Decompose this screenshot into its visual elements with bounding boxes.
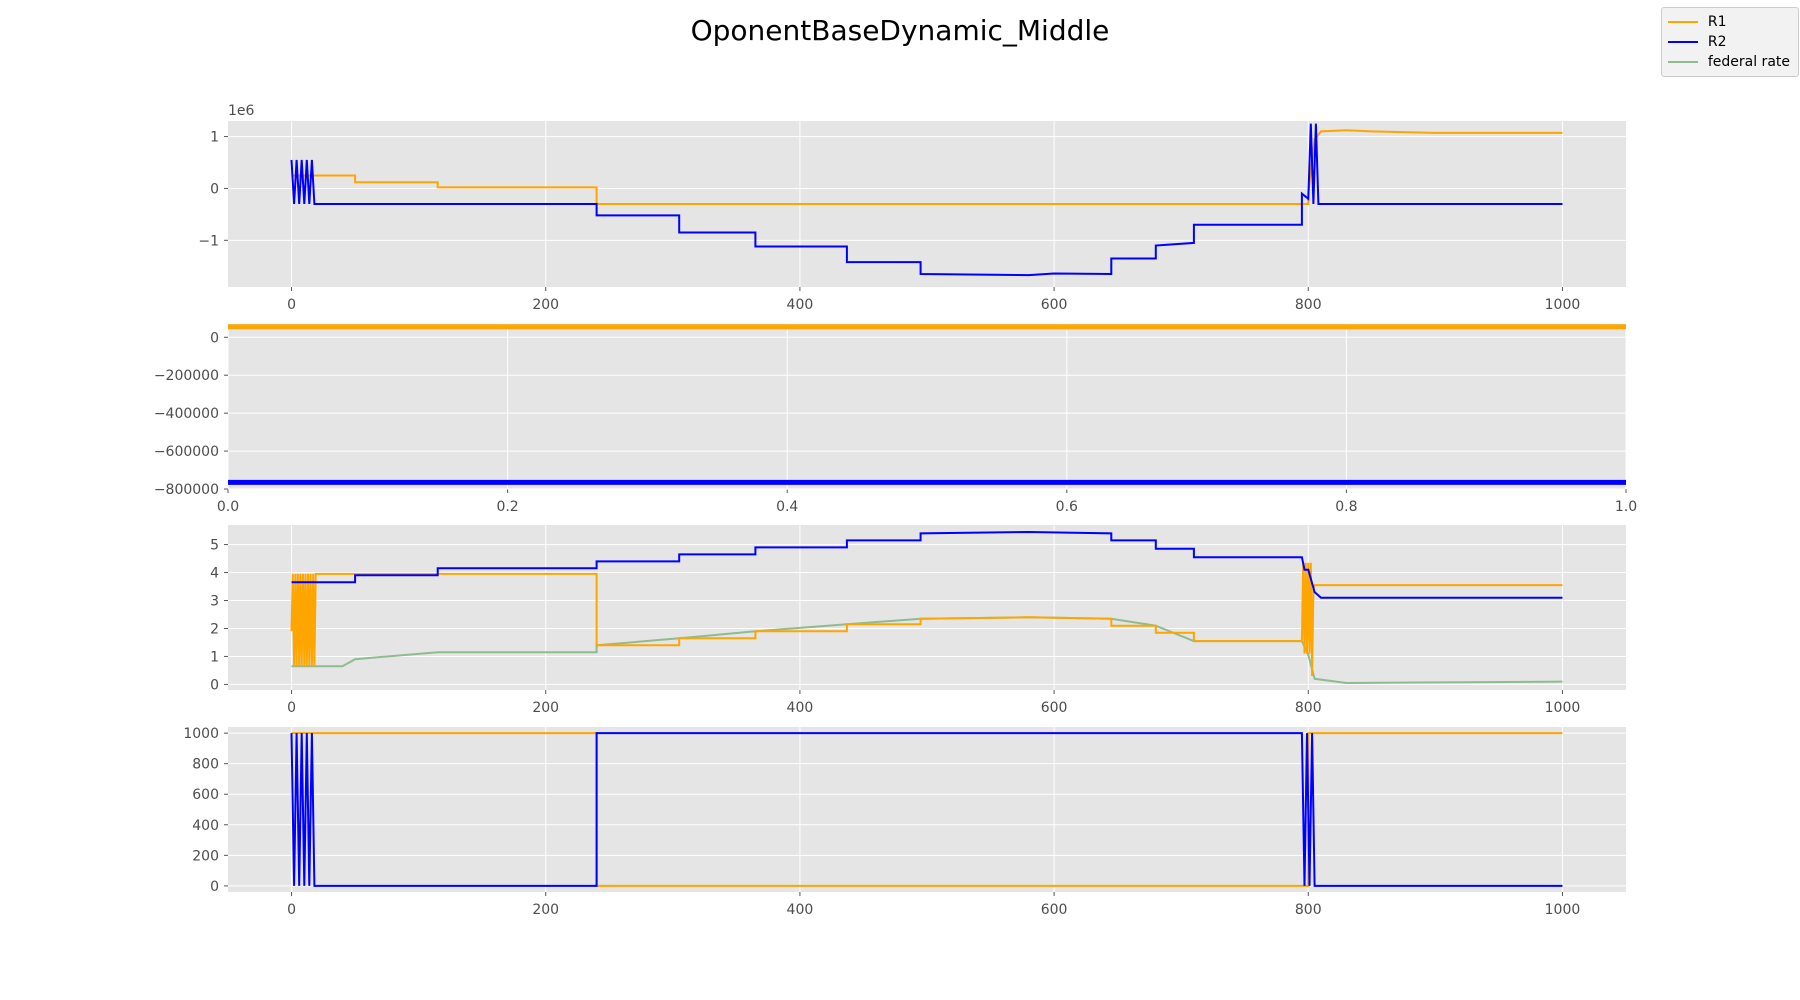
x-tick-label: 400 [787,902,814,918]
x-tick-label: 600 [1041,297,1068,313]
y-tick-label: 0 [210,677,219,693]
y-tick-label: −200000 [154,368,219,384]
y-tick-label: 0 [210,879,219,895]
y-tick-label: 5 [210,538,219,554]
legend-label-r2: R2 [1707,34,1727,50]
panel-2-background [228,324,1626,489]
series-line-r2 [291,530,1563,599]
y-tick-label: −800000 [154,482,219,498]
legend-swatch-r2 [1667,41,1698,43]
series-line-r1 [291,129,1563,205]
x-tick-label: 600 [1041,700,1068,716]
x-tick-label: 1000 [1545,902,1581,918]
panel-3-background [228,525,1626,690]
x-tick-label: 400 [787,297,814,313]
y-tick-label: 0 [210,330,219,346]
legend: R1 R2 federal rate [1660,7,1799,77]
y-tick-label: 3 [210,594,219,610]
x-tick-label: 0.4 [776,499,798,515]
y-tick-label: 1000 [183,726,219,742]
y-tick-label: 0 [210,181,219,197]
panel-4-background [228,727,1626,892]
x-tick-label: 600 [1041,902,1068,918]
legend-swatch-r1 [1667,21,1698,23]
x-tick-label: 800 [1295,700,1322,716]
x-tick-label: 0.6 [1056,499,1078,515]
panel-4: 0 200 400 600 800 1000 0 200 400 600 800 1000 [183,726,1626,918]
legend-label-r1: R1 [1707,14,1727,30]
y-tick-label: 1 [210,649,219,665]
series-line-r1 [291,732,1563,887]
y-tick-label: −1 [198,233,219,249]
y-tick-label: 400 [192,818,219,834]
x-tick-label: 400 [787,700,814,716]
y-tick-label: 200 [192,848,219,864]
series-line-r2 [290,732,1563,887]
legend-item-federal-rate: federal rate [1667,52,1790,72]
x-tick-label: 800 [1295,902,1322,918]
x-tick-label: 0.2 [496,499,518,515]
legend-swatch-federal-rate [1667,61,1698,63]
x-tick-label: 0.0 [217,499,239,515]
y-tick-label: 4 [210,566,219,582]
x-tick-label: 1000 [1545,297,1581,313]
x-tick-label: 200 [532,297,559,313]
panel-1: 0 200 400 600 800 1000 1 0 −1 1e6 [198,103,1626,313]
x-tick-label: 1.0 [1615,499,1637,515]
panel-2: 0.0 0.2 0.4 0.6 0.8 1.0 0 −200000 −400000 −600000… [154,324,1637,515]
y-tick-label: −400000 [154,406,219,422]
x-tick-label: 1000 [1545,700,1581,716]
series-line-r2 [290,123,1563,277]
y-offset-label: 1e6 [228,103,255,119]
y-tick-label: 600 [192,787,219,803]
y-tick-label: −600000 [154,444,219,460]
legend-item-r1: R1 [1667,12,1790,32]
x-tick-label: 0 [287,297,296,313]
x-tick-label: 200 [532,902,559,918]
y-tick-label: 2 [210,621,219,637]
x-tick-label: 0 [287,902,296,918]
x-tick-label: 200 [532,700,559,716]
series-line-r1 [290,562,1563,677]
figure-title: OponentBaseDynamic_Middle [690,14,1110,47]
legend-label-federal-rate: federal rate [1707,54,1790,70]
y-tick-label: 800 [192,757,219,773]
y-tick-label: 1 [210,130,219,146]
x-tick-label: 0.8 [1335,499,1357,515]
legend-item-r2: R2 [1667,32,1790,52]
panel-3: 0 200 400 600 800 1000 0 1 2 3 4 5 [210,525,1626,716]
x-tick-label: 800 [1295,297,1322,313]
x-tick-label: 0 [287,700,296,716]
